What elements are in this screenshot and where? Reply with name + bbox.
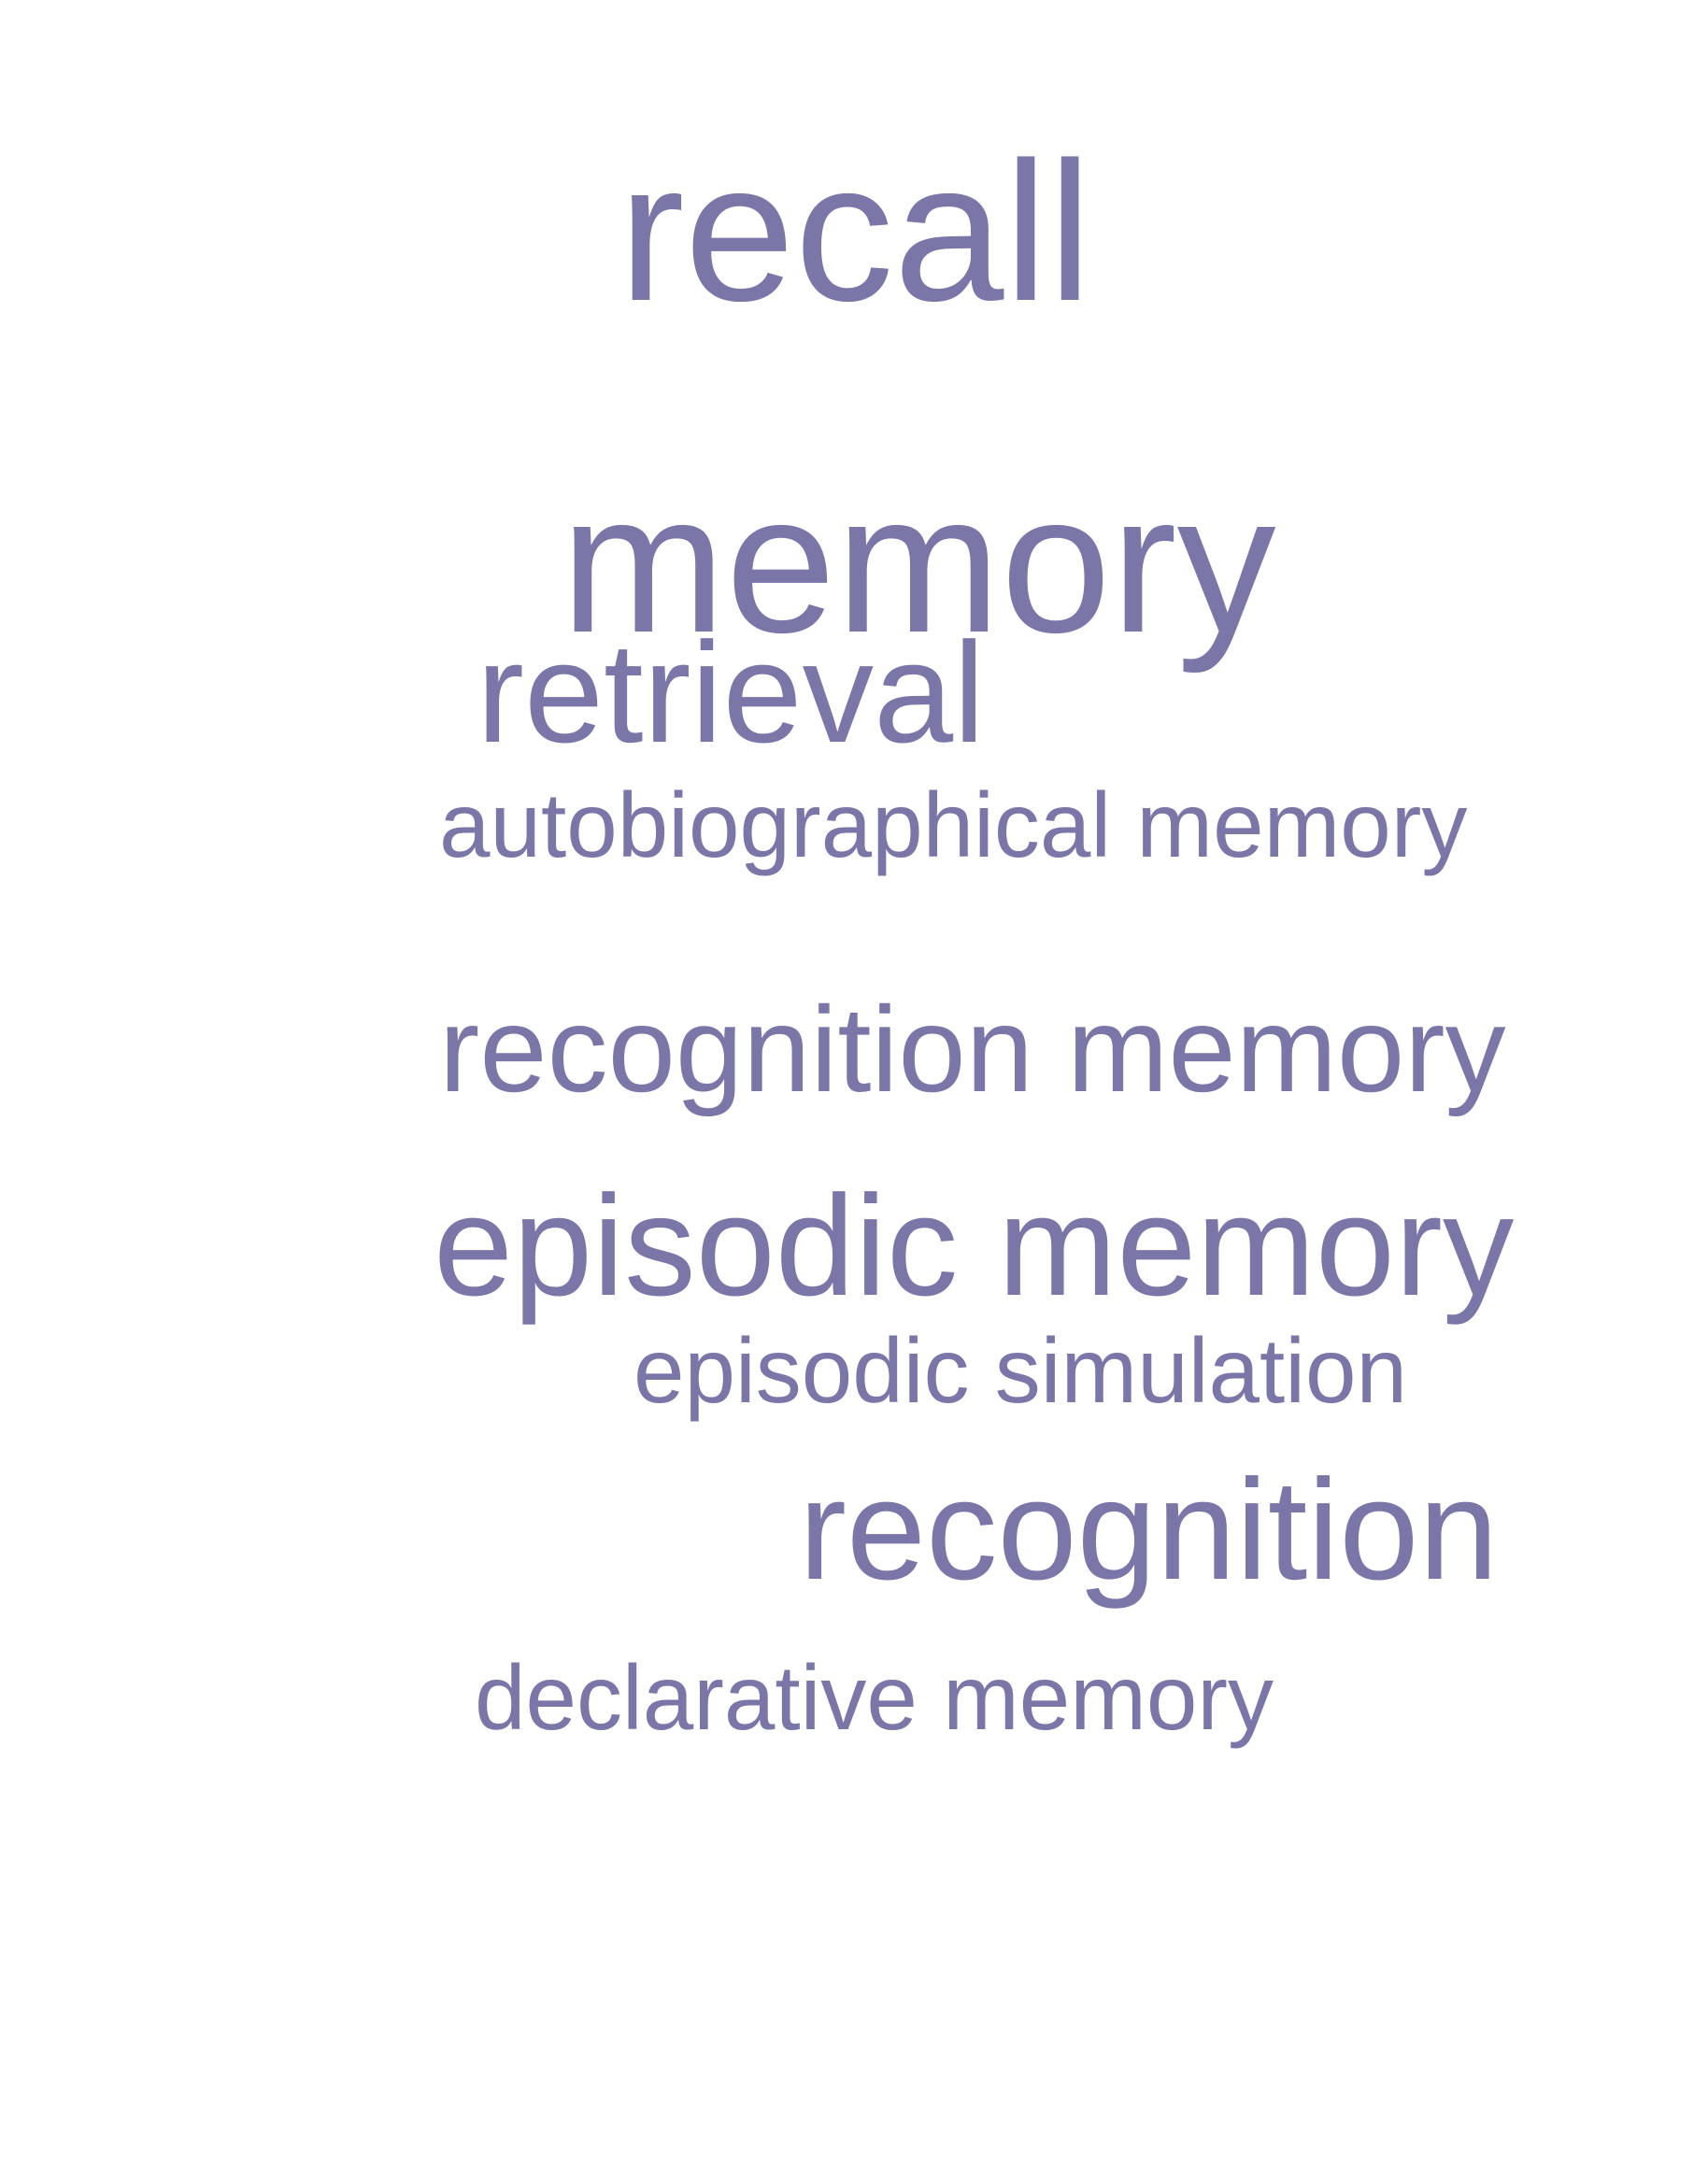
word-retrieval: retrieval <box>477 613 986 773</box>
word-recall: recall <box>619 121 1092 342</box>
word-episodic-memory: episodic memory <box>434 1166 1515 1326</box>
word-recognition: recognition <box>799 1450 1499 1610</box>
word-memory: memory <box>561 452 1276 674</box>
word-episodic-simulation: episodic simulation <box>633 1319 1407 1422</box>
word-autobiographical-memory: autobiographical memory <box>439 774 1468 876</box>
word-recognition-memory: recognition memory <box>439 981 1506 1117</box>
word-declarative-memory: declarative memory <box>475 1646 1274 1749</box>
